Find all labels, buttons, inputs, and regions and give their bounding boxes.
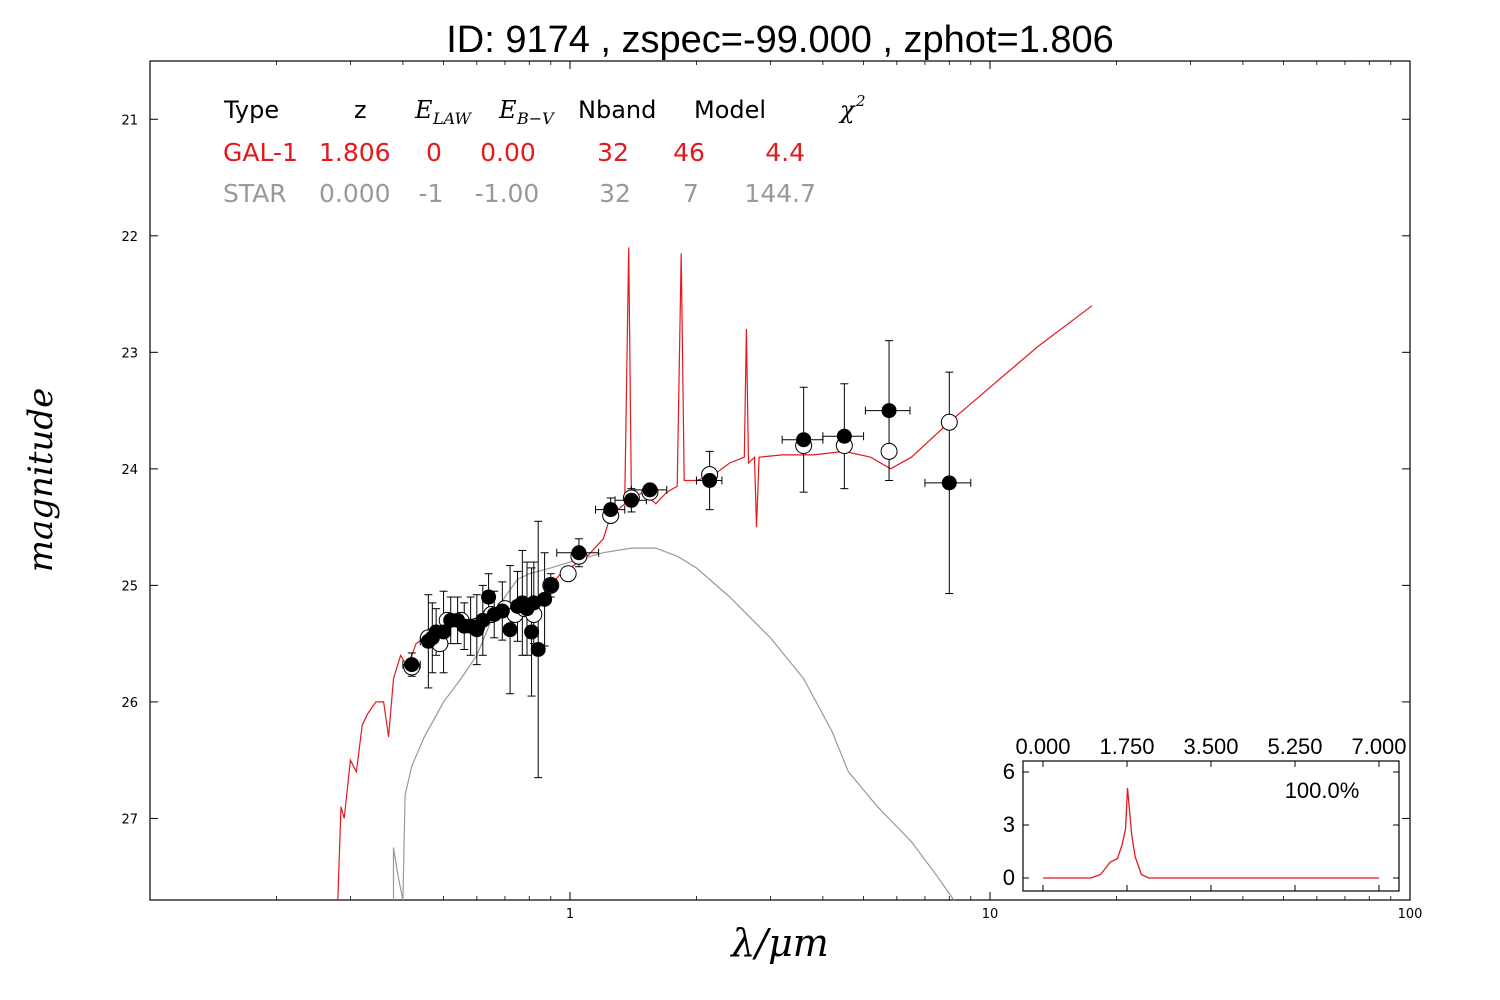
gal-type: GAL-1 bbox=[223, 138, 298, 167]
header-model: Model bbox=[694, 96, 766, 124]
observed-point bbox=[702, 473, 718, 488]
header-e-law-base: E bbox=[414, 96, 433, 124]
inset-x-tick-label: 1.750 bbox=[1099, 734, 1154, 759]
inset-series-lines bbox=[1043, 787, 1379, 879]
header-type: Type bbox=[223, 96, 279, 124]
y-tick-label: 24 bbox=[121, 463, 138, 478]
observed-point bbox=[571, 545, 587, 561]
observed-point bbox=[796, 432, 812, 448]
header-chi2-sup: 2 bbox=[855, 92, 866, 110]
y-tick-label: 23 bbox=[121, 346, 138, 361]
inset-y-tick-label: 0 bbox=[1003, 865, 1015, 890]
inset-annotation: 100.0% bbox=[1285, 778, 1360, 803]
header-e-bv: E B−V bbox=[498, 96, 555, 128]
y-tick-label: 26 bbox=[121, 696, 138, 711]
y-tick-label: 25 bbox=[121, 579, 138, 594]
pdz-curve bbox=[1043, 787, 1379, 879]
header-e-bv-sub: B−V bbox=[516, 109, 555, 128]
gal-e-law: 0 bbox=[426, 138, 442, 167]
gal-nband: 32 bbox=[597, 138, 629, 167]
header-e-bv-base: E bbox=[498, 96, 517, 124]
inset-axis-ticks: 0.000 1.750 3.500 5.250 7.000 0 3 6 bbox=[1003, 734, 1407, 891]
gal-z: 1.806 bbox=[319, 138, 391, 167]
observed-point bbox=[494, 603, 510, 619]
y-tick-label: 21 bbox=[121, 113, 138, 128]
inset-y-tick-label: 6 bbox=[1003, 759, 1015, 784]
legend-row-gal: GAL-1 1.806 0 0.00 32 46 4.4 bbox=[223, 138, 805, 167]
inset-pdf-plot: 0.000 1.750 3.500 5.250 7.000 0 3 6 100.0% bbox=[1003, 734, 1407, 892]
main-open-points bbox=[403, 413, 958, 676]
gal-chi2: 4.4 bbox=[765, 138, 805, 167]
chart-title: ID: 9174 , zspec=-99.000 , zphot=1.806 bbox=[446, 19, 1114, 61]
observed-point bbox=[537, 591, 553, 607]
inset-x-tick-label: 7.000 bbox=[1351, 734, 1406, 759]
x-tick-label: 100 bbox=[1398, 907, 1423, 922]
main-series-lines bbox=[337, 247, 1093, 901]
y-tick-label: 27 bbox=[121, 812, 138, 827]
header-e-law: E LAW bbox=[414, 96, 473, 128]
header-nband: Nband bbox=[578, 96, 656, 124]
star-e-bv: -1.00 bbox=[475, 179, 540, 208]
x-tick-label: 10 bbox=[982, 907, 999, 922]
gal-e-bv: 0.00 bbox=[480, 138, 536, 167]
observed-point bbox=[836, 428, 852, 444]
star-template-line bbox=[392, 547, 955, 901]
observed-point bbox=[603, 502, 619, 518]
legend-row-star: STAR 0.000 -1 -1.00 32 7 144.7 bbox=[223, 179, 816, 208]
header-z: z bbox=[354, 96, 367, 124]
inset-x-tick-label: 0.000 bbox=[1015, 734, 1070, 759]
star-chi2: 144.7 bbox=[744, 179, 816, 208]
galaxy-template-line bbox=[337, 247, 1093, 901]
y-tick-label: 22 bbox=[121, 230, 138, 245]
main-plot-frame bbox=[149, 60, 1411, 901]
inset-x-tick-label: 3.500 bbox=[1183, 734, 1238, 759]
x-tick-label: 1 bbox=[566, 907, 574, 922]
star-e-law: -1 bbox=[419, 179, 444, 208]
observed-point bbox=[481, 589, 497, 605]
observed-point bbox=[404, 657, 420, 673]
observed-point bbox=[530, 641, 546, 657]
legend-table: Type z E LAW E B−V Nband Model χ 2 GAL-1… bbox=[223, 92, 866, 208]
gal-model: 46 bbox=[673, 138, 705, 167]
main-filled-points bbox=[404, 403, 957, 673]
model-point bbox=[940, 413, 958, 431]
observed-point bbox=[475, 612, 491, 628]
observed-point bbox=[524, 624, 540, 640]
star-z: 0.000 bbox=[319, 179, 391, 208]
star-nband: 32 bbox=[599, 179, 631, 208]
star-model: 7 bbox=[683, 179, 699, 208]
observed-point bbox=[881, 403, 897, 419]
header-chi2: χ 2 bbox=[838, 92, 866, 124]
y-axis-label: magnitude bbox=[21, 388, 61, 573]
observed-point bbox=[436, 624, 452, 640]
observed-point bbox=[941, 475, 957, 491]
x-axis-label: λ/μm bbox=[729, 921, 829, 965]
observed-point bbox=[623, 492, 639, 508]
model-point bbox=[880, 442, 898, 460]
model-point bbox=[559, 565, 577, 583]
observed-point bbox=[543, 577, 559, 593]
observed-point bbox=[502, 622, 518, 638]
star-type: STAR bbox=[223, 179, 287, 208]
inset-x-tick-label: 5.250 bbox=[1267, 734, 1322, 759]
header-e-law-sub: LAW bbox=[432, 109, 473, 128]
inset-y-tick-label: 3 bbox=[1003, 812, 1015, 837]
header-chi2-base: χ bbox=[838, 96, 856, 124]
observed-point bbox=[642, 482, 658, 498]
